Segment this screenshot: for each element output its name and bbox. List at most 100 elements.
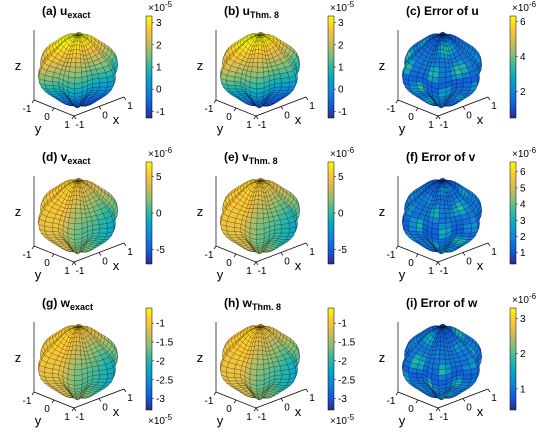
x-tick — [73, 115, 77, 120]
colorbar-tick-label: 2 — [338, 40, 344, 51]
z-axis-label: z — [15, 58, 22, 73]
surface-patch — [273, 86, 282, 91]
y-tick-label: 1 — [428, 120, 434, 131]
colorbar-exponent: ×10-6 — [512, 0, 537, 14]
x-axis-label: x — [295, 258, 302, 273]
x-tick-label: -1 — [258, 266, 267, 277]
surface-patch — [75, 199, 81, 205]
surface-patch — [251, 212, 258, 219]
surface-patch — [256, 228, 265, 236]
y-axis-label: y — [399, 121, 406, 136]
surface-patch — [435, 53, 441, 59]
x-axis-label: x — [477, 112, 484, 127]
x-tick — [98, 106, 102, 110]
surface-patch — [251, 208, 258, 214]
surface-patch — [258, 44, 262, 51]
colorbar-exponent-power: -6 — [529, 0, 537, 9]
y-tick-label: 0 — [44, 258, 50, 269]
colorbar-tick-label: -5 — [338, 245, 347, 256]
surface-patch — [280, 228, 290, 234]
x-tick — [73, 261, 77, 266]
surface-patch — [257, 53, 263, 59]
x-tick-label: -1 — [440, 120, 449, 131]
x-tick — [280, 106, 284, 110]
colorbar-exponent-power: -6 — [165, 146, 173, 155]
panel-title-main: (d) v — [42, 150, 68, 164]
x-tick — [487, 96, 491, 101]
z-axis-label: z — [15, 204, 22, 219]
y-tick-label: 1 — [64, 266, 70, 277]
x-tick-label: -1 — [258, 120, 267, 131]
y-axis-label: y — [217, 121, 224, 136]
surface-patch — [258, 40, 262, 46]
surface-patch — [258, 195, 263, 201]
surface-patch — [257, 208, 264, 214]
surface-patch — [439, 57, 445, 63]
colorbar-tick-label: 5 — [338, 172, 344, 183]
colorbar-exponent-power: -6 — [347, 146, 355, 155]
x-tick — [305, 242, 309, 247]
y-tick — [233, 107, 237, 112]
surface-patch — [274, 82, 282, 88]
surface-patch — [253, 199, 259, 205]
x-tick-label: 1 — [309, 101, 315, 112]
panel-title-subscript: exact — [67, 156, 90, 166]
surface-patch — [256, 82, 265, 90]
surface-patch — [250, 71, 258, 78]
surface-patch — [444, 67, 451, 73]
colorbar-tick-label: 3 — [338, 18, 344, 29]
panel-title: (a) uexact — [42, 4, 90, 20]
surface-patch — [439, 66, 446, 73]
y-tick — [51, 253, 55, 258]
y-tick — [395, 99, 399, 104]
surface-patch — [71, 199, 77, 205]
surface-patch — [279, 86, 290, 92]
colorbar-tick-label: -1 — [338, 107, 347, 118]
surface-patch — [257, 57, 263, 63]
y-tick-label: -1 — [205, 250, 214, 261]
surface — [220, 177, 300, 255]
surface-patch — [440, 44, 444, 51]
surface-patch — [76, 44, 80, 51]
y-tick — [435, 115, 439, 120]
y-axis-label: y — [217, 267, 224, 282]
surface-patch — [44, 84, 55, 90]
surface-patch — [250, 217, 258, 224]
panel-title: (e) vThm. 8 — [224, 150, 278, 166]
y-tick — [31, 245, 35, 250]
x-axis-label: x — [113, 258, 120, 273]
surface-patch — [251, 66, 258, 73]
surface-patch — [80, 67, 87, 73]
x-tick — [255, 115, 259, 120]
x-tick-label: 0 — [466, 111, 472, 122]
surface-patch — [256, 223, 265, 230]
surface — [402, 31, 482, 109]
x-tick-label: -1 — [76, 266, 85, 277]
panel-title-main: (a) u — [42, 4, 67, 18]
colorbar-exponent: ×10-6 — [148, 146, 173, 160]
surface-patch — [262, 67, 269, 73]
surface-patch — [257, 66, 264, 73]
z-axis-label: z — [379, 58, 386, 73]
y-tick-label: 0 — [226, 258, 232, 269]
colorbar-tick-label: 0 — [338, 85, 344, 96]
panel-title: (d) vexact — [42, 150, 90, 166]
surface-patch — [438, 82, 447, 90]
colorbar-tick-label: 1 — [156, 63, 162, 74]
surface-patch — [440, 40, 444, 46]
surface-patch — [461, 86, 472, 92]
surface-patch — [431, 76, 440, 84]
colorbar-exponent-power: -5 — [165, 0, 173, 9]
surface-patch — [262, 213, 269, 219]
surface-patch — [262, 62, 268, 68]
panel-title-main: (c) Error of u — [406, 4, 479, 18]
x-tick — [305, 96, 309, 101]
y-tick-label: 0 — [226, 112, 232, 123]
surface-patch — [434, 57, 441, 63]
surface-patch — [71, 53, 77, 59]
surface-patch — [74, 77, 83, 84]
y-tick — [213, 99, 217, 104]
surface-patch — [252, 203, 259, 209]
